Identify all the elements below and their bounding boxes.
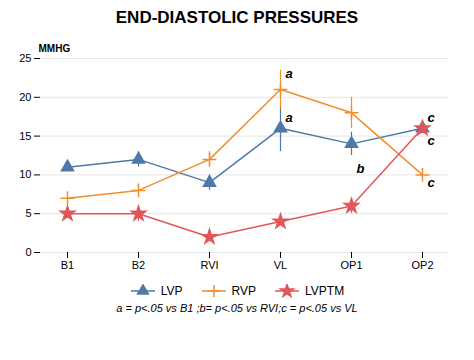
html-text:LVPTM: LVPTM bbox=[305, 284, 345, 298]
svg-text:20: 20 bbox=[19, 91, 31, 103]
svg-text:RVI: RVI bbox=[200, 259, 218, 271]
svg-text:a: a bbox=[286, 66, 293, 81]
svg-text:OP1: OP1 bbox=[340, 259, 362, 271]
svg-text:b: b bbox=[357, 161, 365, 176]
svg-text:OP2: OP2 bbox=[411, 259, 433, 271]
html-text:LVP: LVP bbox=[160, 284, 183, 298]
svg-text:B2: B2 bbox=[132, 259, 145, 271]
html-text:a = p<.05 vs B1 ;b= p<.05 vs R: a = p<.05 vs B1 ;b= p<.05 vs RVI;c = p<.… bbox=[116, 302, 358, 314]
svg-text:B1: B1 bbox=[61, 259, 74, 271]
svg-text:MMHG: MMHG bbox=[39, 43, 71, 54]
svg-text:25: 25 bbox=[19, 52, 31, 64]
svg-text:c: c bbox=[428, 133, 436, 148]
svg-text:15: 15 bbox=[19, 130, 31, 142]
svg-text:VL: VL bbox=[274, 259, 287, 271]
svg-text:c: c bbox=[428, 110, 436, 125]
svg-text:c: c bbox=[428, 175, 436, 190]
svg-text:10: 10 bbox=[19, 168, 31, 180]
svg-text:5: 5 bbox=[25, 207, 31, 219]
html-text:RVP: RVP bbox=[231, 284, 257, 298]
svg-text:0: 0 bbox=[25, 246, 31, 258]
html-text:END-DIASTOLIC PRESSURES: END-DIASTOLIC PRESSURES bbox=[115, 8, 359, 27]
svg-text:a: a bbox=[286, 110, 293, 125]
